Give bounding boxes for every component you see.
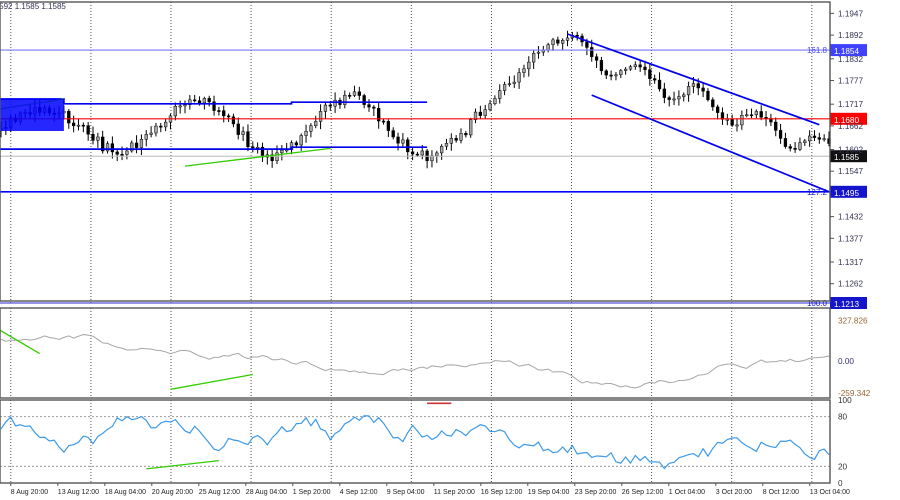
svg-text:13 Oct 04:00: 13 Oct 04:00 — [810, 489, 850, 496]
svg-text:18 Aug 04:00: 18 Aug 04:00 — [105, 489, 146, 496]
svg-text:3 Oct 20:00: 3 Oct 20:00 — [716, 489, 752, 496]
svg-text:1.1377: 1.1377 — [838, 234, 863, 243]
svg-text:1.1892: 1.1892 — [838, 31, 863, 40]
svg-text:9 Sep 04:00: 9 Sep 04:00 — [387, 489, 425, 496]
svg-text:0.00: 0.00 — [838, 357, 854, 366]
svg-text:4 Sep 12:00: 4 Sep 12:00 — [340, 489, 378, 496]
svg-text:19 Sep 04:00: 19 Sep 04:00 — [528, 489, 570, 496]
svg-text:327.826: 327.826 — [838, 317, 868, 326]
svg-text:11 Sep 20:00: 11 Sep 20:00 — [434, 489, 475, 496]
svg-text:127.2: 127.2 — [807, 188, 828, 197]
svg-text:1.1317: 1.1317 — [838, 258, 863, 267]
svg-text:1 Oct 04:00: 1 Oct 04:00 — [669, 489, 705, 496]
svg-text:13 Aug 12:00: 13 Aug 12:00 — [58, 489, 99, 496]
svg-text:1.1432: 1.1432 — [838, 213, 863, 222]
svg-text:161.8: 161.8 — [807, 46, 828, 55]
svg-text:100: 100 — [838, 396, 852, 405]
svg-text:1.1547: 1.1547 — [838, 167, 863, 176]
svg-text:1.1262: 1.1262 — [838, 280, 863, 289]
svg-text:1.1832: 1.1832 — [838, 55, 863, 64]
svg-text:28 Aug 04:00: 28 Aug 04:00 — [246, 489, 287, 496]
svg-text:1.1213: 1.1213 — [834, 300, 859, 309]
svg-text:20 Aug 20:00: 20 Aug 20:00 — [152, 489, 193, 496]
svg-text:8 Oct 12:00: 8 Oct 12:00 — [763, 489, 799, 496]
svg-text:1.1585: 1.1585 — [834, 153, 859, 162]
svg-text:1.1717: 1.1717 — [838, 100, 863, 109]
svg-text:8 Aug 20:00: 8 Aug 20:00 — [11, 489, 48, 496]
svg-text:1 Sep 20:00: 1 Sep 20:00 — [293, 489, 331, 496]
svg-text:1.1662: 1.1662 — [838, 122, 863, 131]
svg-text:1.1602: 1.1602 — [838, 146, 863, 155]
svg-text:1.1592 1.1585 1.1585: 1.1592 1.1585 1.1585 — [0, 2, 66, 11]
svg-text:0: 0 — [838, 479, 843, 488]
svg-text:1.1495: 1.1495 — [834, 189, 859, 198]
svg-text:26 Sep 12:00: 26 Sep 12:00 — [622, 489, 664, 496]
svg-text:16 Sep 12:00: 16 Sep 12:00 — [481, 489, 523, 496]
svg-text:23 Sep 20:00: 23 Sep 20:00 — [575, 489, 617, 496]
svg-text:1.1947: 1.1947 — [838, 9, 863, 18]
svg-text:1.1777: 1.1777 — [838, 77, 863, 86]
svg-text:80: 80 — [838, 413, 848, 422]
svg-text:25 Aug 12:00: 25 Aug 12:00 — [199, 489, 240, 496]
svg-text:20: 20 — [838, 462, 848, 471]
